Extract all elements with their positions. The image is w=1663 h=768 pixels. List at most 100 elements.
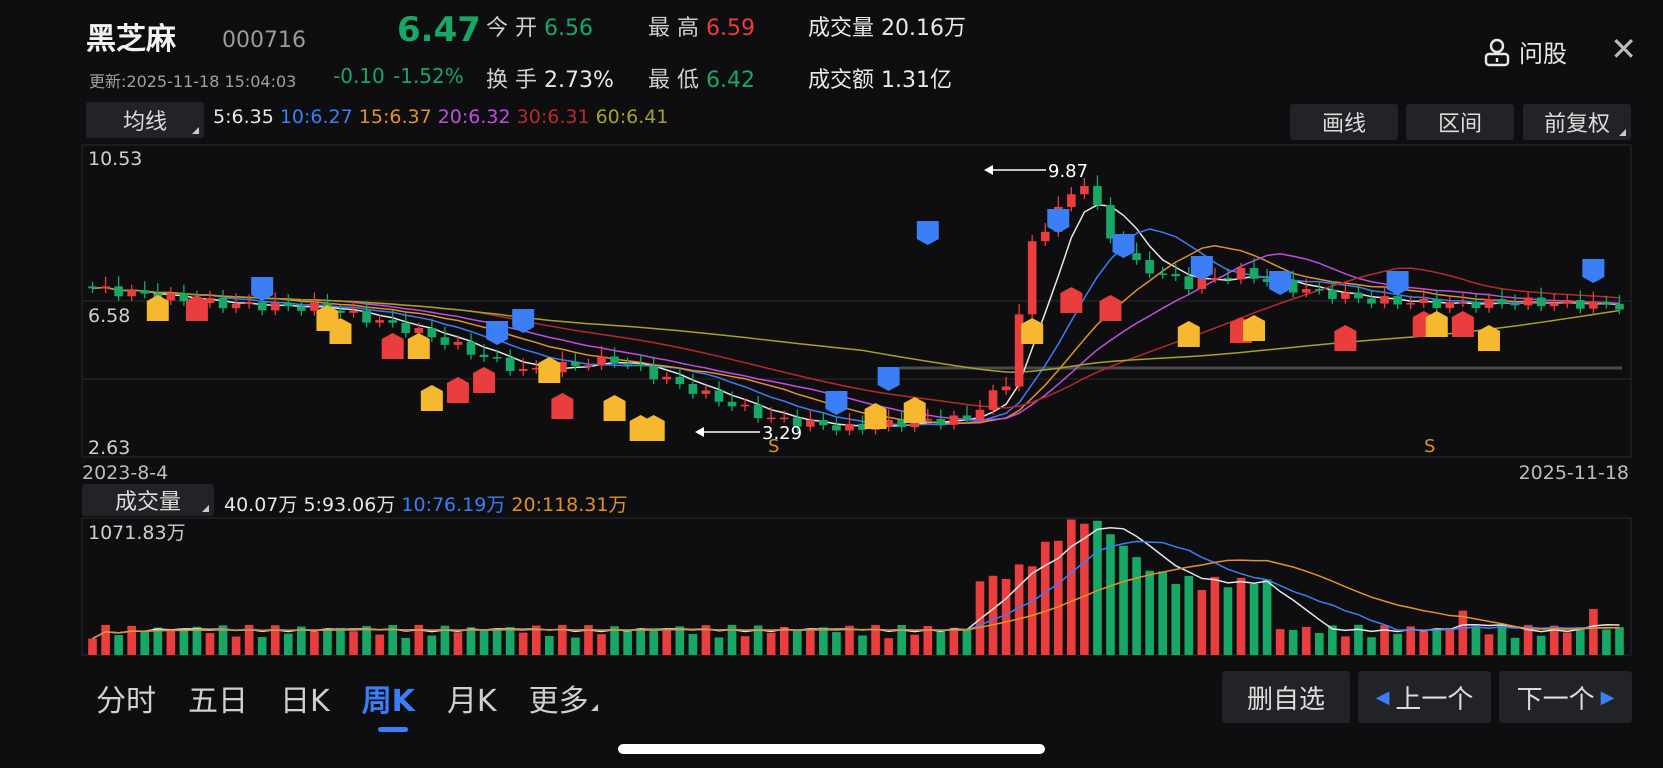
ma-selector[interactable]: 均线 xyxy=(86,102,204,138)
signal-marker-s xyxy=(1269,271,1292,295)
candle-body xyxy=(414,327,424,334)
home-indicator xyxy=(618,744,1045,754)
tab-weekly[interactable]: 周K xyxy=(361,676,415,732)
ask-stock-button[interactable]: 问股 xyxy=(1483,34,1567,69)
candle-body xyxy=(1001,386,1011,391)
tab-weekly-label: 周K xyxy=(361,684,415,719)
signal-marker-b xyxy=(1334,325,1357,351)
candle-body xyxy=(1171,274,1181,277)
candle-body xyxy=(310,302,319,311)
volume-bar xyxy=(323,628,332,655)
candle-body xyxy=(1236,267,1246,280)
signal-marker-s xyxy=(1190,256,1213,280)
candle-body xyxy=(1223,277,1233,280)
volume-bar xyxy=(153,627,163,655)
remove-watchlist-button[interactable]: 删自选 xyxy=(1222,671,1350,723)
adjust-selector[interactable]: 前复权 xyxy=(1523,104,1631,140)
range-button[interactable]: 区间 xyxy=(1406,104,1514,140)
signal-marker-s xyxy=(1112,234,1135,258)
candle-body xyxy=(1080,186,1089,195)
volume-bar xyxy=(244,624,254,655)
volume-bar xyxy=(1471,626,1481,655)
volume-bar xyxy=(727,624,737,655)
volume-bar xyxy=(1249,583,1259,655)
next-stock-button[interactable]: 下一个 ▶ xyxy=(1499,671,1632,723)
candle-body xyxy=(1615,303,1624,310)
ma20-value: 20:6.32 xyxy=(437,106,511,128)
ma-line xyxy=(92,244,1620,424)
candle-body xyxy=(1027,241,1037,315)
candle-body xyxy=(1497,299,1507,304)
volume-bar xyxy=(1354,624,1363,655)
signal-marker-t xyxy=(1021,318,1044,344)
candle-body xyxy=(766,417,776,420)
volume-bar xyxy=(492,629,502,655)
prev-stock-button[interactable]: ◀ 上一个 xyxy=(1358,671,1491,723)
volume-bar xyxy=(1576,627,1585,655)
volume-bar xyxy=(283,633,293,655)
adjust-label: 前复权 xyxy=(1543,112,1610,137)
candle-body xyxy=(1432,298,1442,309)
signal-marker-t xyxy=(1243,315,1266,341)
candle-body xyxy=(1014,314,1024,387)
vol-row: 成交量 20.16万 xyxy=(808,10,966,42)
signal-marker-t xyxy=(642,415,665,441)
signal-marker-b xyxy=(185,295,208,321)
candle-body xyxy=(558,361,567,373)
signal-marker-b xyxy=(381,333,404,359)
candle-body xyxy=(845,423,854,431)
signal-marker-b xyxy=(446,377,469,403)
volume-bar xyxy=(1510,637,1520,655)
volume-bar xyxy=(701,625,711,655)
volume-bar xyxy=(1301,626,1311,655)
y-mid-label: 6.58 xyxy=(88,305,130,327)
signal-marker-t xyxy=(903,397,926,423)
signal-marker-s xyxy=(1047,209,1070,233)
candle-body xyxy=(1314,289,1324,291)
volume-bar xyxy=(427,635,437,655)
candle-body xyxy=(1040,231,1050,242)
tab-daily[interactable]: 日K xyxy=(280,684,330,719)
volume-bar xyxy=(1053,540,1063,655)
volume-bar xyxy=(544,635,554,655)
candle-body xyxy=(127,290,136,297)
dropdown-icon xyxy=(590,704,598,711)
ma-line xyxy=(92,228,1620,426)
signal-marker-b xyxy=(1099,295,1122,321)
tab-intraday[interactable]: 分时 xyxy=(96,684,156,719)
volume-bar xyxy=(166,628,176,655)
price-change-pct: -1.52% xyxy=(393,64,464,88)
candle-body xyxy=(1262,278,1272,283)
candle-body xyxy=(466,341,476,355)
tab-five-day[interactable]: 五日 xyxy=(188,684,248,719)
volume-bar xyxy=(1445,628,1455,655)
candle-body xyxy=(531,368,541,370)
person-icon xyxy=(1484,38,1510,66)
volume-bar xyxy=(1615,627,1624,655)
volume-bar xyxy=(910,634,920,655)
draw-button[interactable]: 画线 xyxy=(1290,104,1398,140)
low-row: 最 低 6.42 xyxy=(648,62,755,94)
volume-bar xyxy=(1562,632,1572,655)
signal-marker-s xyxy=(1582,259,1605,283)
volume-bar xyxy=(453,632,463,655)
volume-bar xyxy=(1602,629,1611,655)
candle-body xyxy=(270,302,280,311)
volume-bar xyxy=(662,630,672,655)
volume-bar xyxy=(1027,566,1037,655)
close-icon[interactable]: ✕ xyxy=(1610,30,1637,68)
volume-bar xyxy=(518,632,528,655)
tab-more[interactable]: 更多 xyxy=(529,676,598,720)
ma15-value: 15:6.37 xyxy=(358,106,432,128)
volume-selector[interactable]: 成交量 xyxy=(82,484,214,516)
signal-marker-t xyxy=(146,295,169,321)
candle-body xyxy=(623,363,632,365)
tab-monthly[interactable]: 月K xyxy=(446,684,497,719)
volume-bar xyxy=(832,632,841,655)
volume-bar xyxy=(819,627,828,655)
ma30-value: 30:6.31 xyxy=(516,106,590,128)
volume-bar xyxy=(1589,608,1598,655)
signal-marker-s xyxy=(512,309,535,333)
